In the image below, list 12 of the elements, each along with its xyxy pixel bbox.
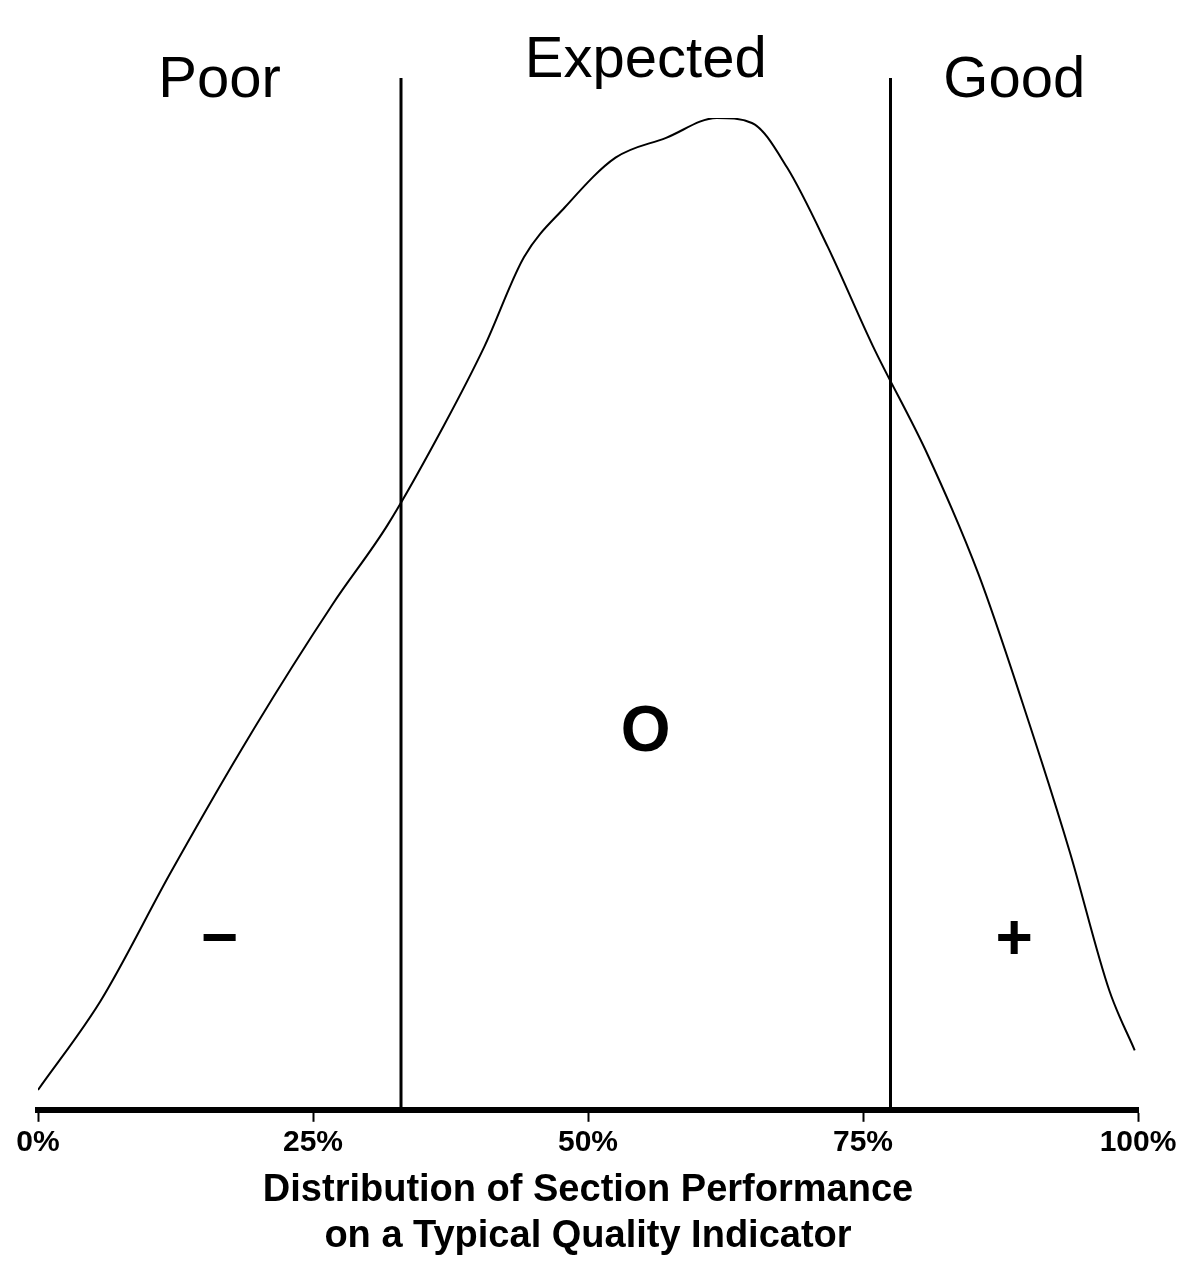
x-tick-label: 100% bbox=[1099, 1124, 1177, 1158]
x-tick-label: 25% bbox=[282, 1124, 344, 1158]
annotation: + bbox=[995, 900, 1033, 973]
text: Good bbox=[943, 44, 1086, 109]
text: Expected bbox=[524, 24, 767, 89]
x-tick-label: 0% bbox=[16, 1124, 60, 1158]
x-axis-title: Distribution of Section Performance on a Typical Quality Indicator bbox=[262, 1167, 914, 1255]
annotation: − bbox=[200, 900, 239, 973]
x-tick-label: 75% bbox=[832, 1124, 894, 1158]
text: Poor bbox=[158, 44, 281, 109]
x-tick-label: 50% bbox=[557, 1124, 619, 1158]
annotation: O bbox=[620, 692, 671, 765]
